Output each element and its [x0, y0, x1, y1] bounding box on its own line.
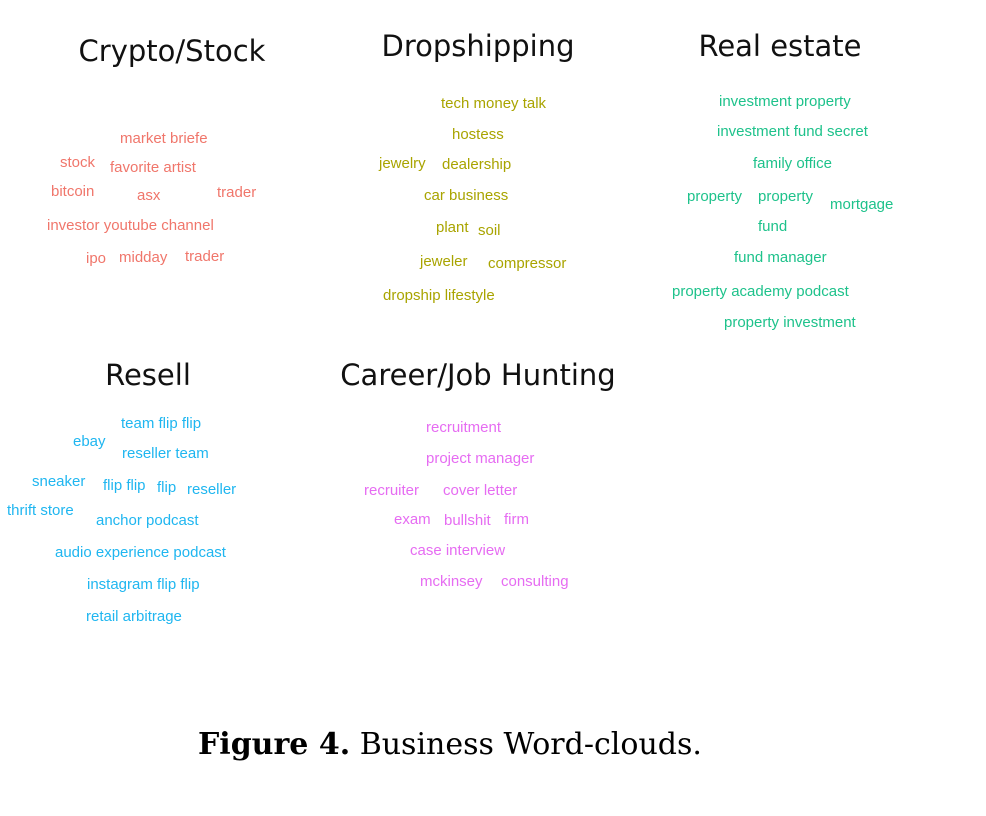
caption-label: Figure 4. [198, 727, 351, 762]
cloud-title-dropshipping: Dropshipping [381, 29, 575, 63]
cloud-word-career-job-hunting: consulting [501, 573, 569, 590]
cloud-word-crypto-stock: trader [217, 184, 257, 201]
cloud-word-career-job-hunting: project manager [426, 450, 535, 467]
cloud-word-resell: flip [157, 479, 177, 496]
cloud-word-dropshipping: soil [478, 222, 501, 239]
cloud-word-dropshipping: compressor [488, 255, 567, 272]
cloud-word-dropshipping: jewelry [379, 155, 426, 172]
cloud-word-dropshipping: tech money talk [441, 95, 547, 112]
cloud-word-resell: ebay [73, 433, 106, 450]
cloud-word-resell: retail arbitrage [86, 608, 182, 625]
cloud-word-career-job-hunting: bullshit [444, 512, 491, 529]
cloud-word-real-estate: property [758, 188, 814, 205]
cloud-word-resell: thrift store [7, 502, 74, 519]
cloud-word-crypto-stock: midday [119, 249, 168, 266]
cloud-word-career-job-hunting: cover letter [443, 482, 518, 499]
cloud-word-resell: reseller team [122, 445, 209, 462]
cloud-word-real-estate: fund manager [734, 249, 827, 266]
cloud-word-real-estate: mortgage [830, 196, 894, 213]
caption-text: Business Word-clouds. [359, 727, 702, 762]
cloud-word-career-job-hunting: recruitment [426, 419, 502, 436]
cloud-word-crypto-stock: trader [185, 248, 225, 265]
cloud-word-real-estate: fund [758, 218, 788, 235]
cloud-word-dropshipping: car business [424, 187, 509, 204]
cloud-word-resell: flip flip [103, 477, 146, 494]
cloud-word-resell: instagram flip flip [87, 576, 200, 593]
cloud-word-dropshipping: jeweler [420, 253, 468, 270]
cloud-word-crypto-stock: bitcoin [51, 183, 95, 200]
cloud-word-dropshipping: dealership [442, 156, 512, 173]
cloud-word-crypto-stock: favorite artist [110, 159, 196, 176]
cloud-word-career-job-hunting: exam [394, 511, 431, 528]
cloud-word-dropshipping: plant [436, 219, 469, 236]
cloud-word-career-job-hunting: case interview [410, 542, 506, 559]
cloud-title-resell: Resell [105, 358, 191, 392]
cloud-word-dropshipping: dropship lifestyle [383, 287, 495, 304]
cloud-word-real-estate: property investment [724, 314, 856, 331]
cloud-word-real-estate: investment property [719, 93, 851, 110]
cloud-word-resell: team flip flip [121, 415, 202, 432]
cloud-word-resell: audio experience podcast [55, 544, 226, 561]
cloud-word-career-job-hunting: firm [504, 511, 529, 528]
cloud-word-resell: anchor podcast [96, 512, 199, 529]
cloud-word-real-estate: family office [753, 155, 832, 172]
cloud-word-crypto-stock: market briefe [120, 130, 208, 147]
cloud-word-career-job-hunting: mckinsey [420, 573, 483, 590]
cloud-word-crypto-stock: asx [137, 187, 161, 204]
cloud-word-real-estate: property [687, 188, 743, 205]
cloud-word-resell: reseller [187, 481, 237, 498]
cloud-word-crypto-stock: investor youtube channel [47, 217, 214, 234]
cloud-word-resell: sneaker [32, 473, 86, 490]
cloud-word-real-estate: property academy podcast [672, 283, 849, 300]
cloud-title-career-job-hunting: Career/Job Hunting [340, 358, 616, 392]
figure-caption: Figure 4. Business Word-clouds. [198, 727, 702, 762]
cloud-word-dropshipping: hostess [452, 126, 504, 143]
cloud-word-crypto-stock: ipo [86, 250, 107, 267]
cloud-word-real-estate: investment fund secret [717, 123, 868, 140]
cloud-title-real-estate: Real estate [698, 29, 862, 63]
cloud-word-career-job-hunting: recruiter [364, 482, 420, 499]
cloud-title-crypto-stock: Crypto/Stock [78, 34, 266, 68]
cloud-word-crypto-stock: stock [60, 154, 96, 171]
